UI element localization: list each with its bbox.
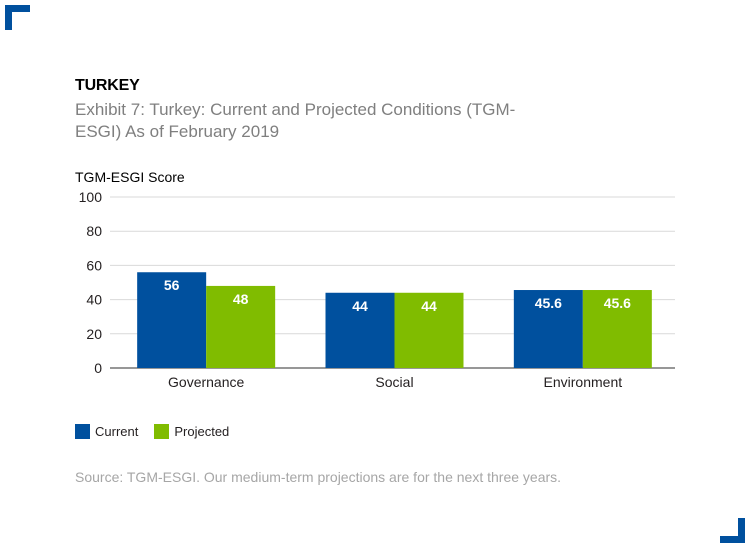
data-label: 45.6 (604, 295, 631, 311)
corner-mark-bottom-right-vertical (738, 518, 745, 543)
x-tick-label: Governance (168, 374, 244, 390)
x-tick-label: Social (375, 374, 413, 390)
bar-projected (394, 292, 464, 368)
country-kicker: TURKEY (75, 77, 140, 94)
bar-current (325, 292, 395, 368)
y-tick-label: 60 (86, 257, 102, 273)
y-tick-label: 80 (86, 223, 102, 239)
bar-current (137, 272, 207, 368)
bar-projected (206, 285, 276, 368)
bars (137, 272, 652, 368)
legend: Current Projected (75, 424, 245, 439)
y-tick-label: 0 (94, 360, 102, 376)
legend-item-projected: Projected (154, 424, 229, 439)
corner-mark-top-left-horizontal (5, 5, 30, 12)
x-tick-label: Environment (544, 374, 623, 390)
data-label: 44 (421, 298, 437, 314)
legend-swatch-projected (154, 424, 170, 439)
data-label: 44 (352, 298, 368, 314)
corner-mark-bottom-right-horizontal (720, 536, 745, 543)
y-tick-label: 100 (79, 189, 103, 205)
bar-projected (582, 290, 652, 368)
source-note: Source: TGM-ESGI. Our medium-term projec… (75, 469, 562, 485)
y-axis-label: TGM-ESGI Score (75, 169, 185, 185)
legend-item-current: Current (75, 424, 138, 439)
legend-label-projected: Projected (174, 424, 230, 439)
legend-label-current: Current (95, 424, 139, 439)
legend-swatch-current (75, 424, 90, 439)
y-tick-label: 20 (86, 326, 102, 342)
y-tick-label: 40 (86, 292, 102, 308)
data-label: 48 (233, 291, 249, 307)
exhibit-title: Exhibit 7: Turkey: Current and Projected… (75, 100, 516, 141)
data-label: 56 (164, 277, 180, 293)
labels: 0 20 40 60 80 100 56 48 Governance 44 44 Social 45.6… (79, 189, 632, 390)
corner-mark-top-left-vertical (5, 5, 12, 30)
data-label: 45.6 (535, 295, 562, 311)
bar-current (513, 290, 583, 368)
